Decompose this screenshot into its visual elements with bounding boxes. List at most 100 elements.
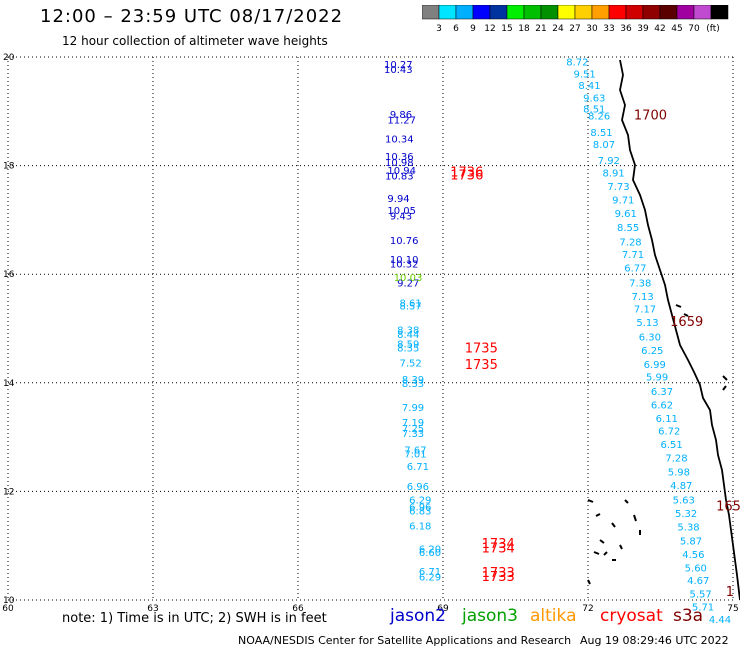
wave-height-label: 10.83 (385, 171, 414, 182)
wave-height-label: 7.13 (632, 292, 654, 303)
legend-note: note: 1) Time is in UTC; 2) SWH is in fe… (62, 611, 327, 626)
legend-s3a: s3a (673, 606, 704, 626)
color-scale-legend: 3 6 9 12 15 18 21 24 27 30 33 36 39 42 45 70 (ft) (422, 5, 729, 34)
wave-height-label: 10.43 (384, 65, 413, 76)
color-scale-label: 3 (436, 24, 442, 34)
wave-height-label: 8.72 (566, 57, 588, 68)
y-tick-label: 20 (3, 53, 15, 63)
color-scale-label: 70 (688, 24, 700, 34)
page-title: 12:00 – 23:59 UTC 08/17/2022 (40, 6, 344, 27)
wave-height-label: 1700 (634, 109, 667, 124)
wave-height-label: 1736 (450, 166, 483, 181)
wave-height-label: 8.33 (402, 379, 424, 390)
altimeter-points: 10.2710.439.8611.2710.3410.3610.9810.941… (384, 57, 740, 626)
wave-height-label: 6.96 (407, 482, 429, 493)
color-scale-label: (ft) (706, 24, 720, 34)
axis-tick-labels: 60 63 66 69 72 75 10 12 14 16 18 20 (2, 53, 738, 614)
page-subtitle: 12 hour collection of altimeter wave hei… (62, 34, 328, 48)
wave-height-label: 8.38 (397, 326, 419, 337)
wave-height-label: 10.94 (387, 166, 416, 177)
wave-height-label: 4.44 (709, 615, 731, 626)
wave-height-label: 9.43 (390, 212, 412, 223)
coastline (587, 59, 740, 601)
wave-height-label: 7.33 (402, 429, 424, 440)
wave-height-label: 6.29 (409, 496, 431, 507)
map-grid (7, 56, 734, 601)
wave-height-label: 5.60 (685, 563, 707, 574)
x-tick-label: 60 (2, 604, 14, 614)
wave-height-label: 8.26 (588, 112, 610, 123)
wave-height-label: 8.59 (397, 340, 419, 351)
wave-height-label: 6.37 (651, 387, 673, 398)
wave-height-label: 7.19 (402, 418, 424, 429)
color-scale-label: 21 (535, 24, 546, 34)
wave-height-label: 1733 (482, 566, 515, 581)
wave-height-label: 7.25 (402, 424, 424, 435)
wave-height-label: 7.17 (634, 304, 656, 315)
wave-height-label: 8.35 (397, 344, 419, 355)
wave-height-label: 4.56 (682, 550, 704, 561)
y-tick-label: 16 (3, 270, 15, 280)
wave-height-label: 10.27 (384, 60, 413, 71)
color-scale-label: 45 (671, 24, 682, 34)
wave-height-label: 6.18 (409, 522, 431, 533)
wave-height-label: 5.98 (668, 467, 690, 478)
wave-height-label: 9.71 (612, 195, 634, 206)
wave-height-label: 5.63 (673, 496, 695, 507)
wave-height-label: 5.71 (692, 603, 714, 614)
wave-height-label: 9.86 (390, 110, 412, 121)
wave-height-label: 6.60 (419, 548, 441, 559)
wave-height-label: 9.94 (387, 194, 409, 205)
wave-height-label: 10.36 (385, 152, 414, 163)
color-scale-label: 36 (620, 24, 632, 34)
wave-height-label: 5.99 (646, 372, 668, 383)
wave-height-label: 6.72 (658, 427, 680, 438)
wave-height-label: 5.87 (680, 536, 702, 547)
wave-height-label: 6.71 (419, 567, 441, 578)
x-tick-label: 63 (147, 604, 158, 614)
wave-height-label: 5.13 (636, 318, 658, 329)
wave-height-label: 6.20 (419, 544, 441, 555)
wave-height-label: 1735 (465, 358, 498, 373)
wave-height-label: 7.99 (402, 403, 424, 414)
wave-height-label: 1659 (670, 315, 703, 330)
color-scale-label: 24 (552, 24, 564, 34)
wave-height-label: 6.71 (407, 462, 429, 473)
wave-height-label: 7.73 (607, 182, 629, 193)
wave-height-label: 6.62 (651, 401, 673, 412)
color-scale-label: 18 (518, 24, 530, 34)
y-tick-label: 18 (3, 162, 15, 172)
color-scale-label: 30 (586, 24, 598, 34)
color-scale-label: 27 (569, 24, 580, 34)
legend-jason3: jason3 (462, 606, 518, 626)
wave-height-label: 4.67 (687, 576, 709, 587)
color-scale-label: 39 (637, 24, 649, 34)
wave-height-label: 6.29 (419, 573, 441, 584)
wave-height-label: 7.71 (622, 250, 644, 261)
wave-height-label: 5.32 (675, 509, 697, 520)
wave-height-label: 6.25 (641, 346, 663, 357)
wave-height-label: 8.41 (578, 81, 600, 92)
color-scale-label: 33 (603, 24, 614, 34)
wave-height-label: 11.27 (387, 115, 416, 126)
wave-height-label: 7.38 (629, 278, 651, 289)
wave-height-label: 9.61 (615, 209, 637, 220)
legend-altika: altika (530, 606, 577, 626)
wave-height-label: 8.55 (617, 223, 639, 234)
wave-height-label: 8.51 (590, 128, 612, 139)
generated-timestamp: Aug 19 08:29:46 UTC 2022 (580, 634, 729, 647)
wave-height-label: 10.98 (385, 158, 414, 169)
y-tick-label: 12 (3, 487, 14, 497)
wave-height-label: 1658 (716, 500, 740, 515)
color-scale-label: 12 (484, 24, 495, 34)
wave-height-label: 6.99 (644, 360, 666, 371)
wave-height-label: 8.91 (603, 169, 625, 180)
wave-height-label: 1733 (482, 570, 515, 585)
wave-height-label: 8.07 (593, 140, 615, 151)
wave-height-label: 1736 (450, 168, 483, 183)
x-tick-label: 72 (582, 604, 593, 614)
color-scale-label: 9 (470, 24, 476, 34)
wave-height-label: 6.51 (661, 440, 683, 451)
y-tick-label: 14 (3, 379, 15, 389)
